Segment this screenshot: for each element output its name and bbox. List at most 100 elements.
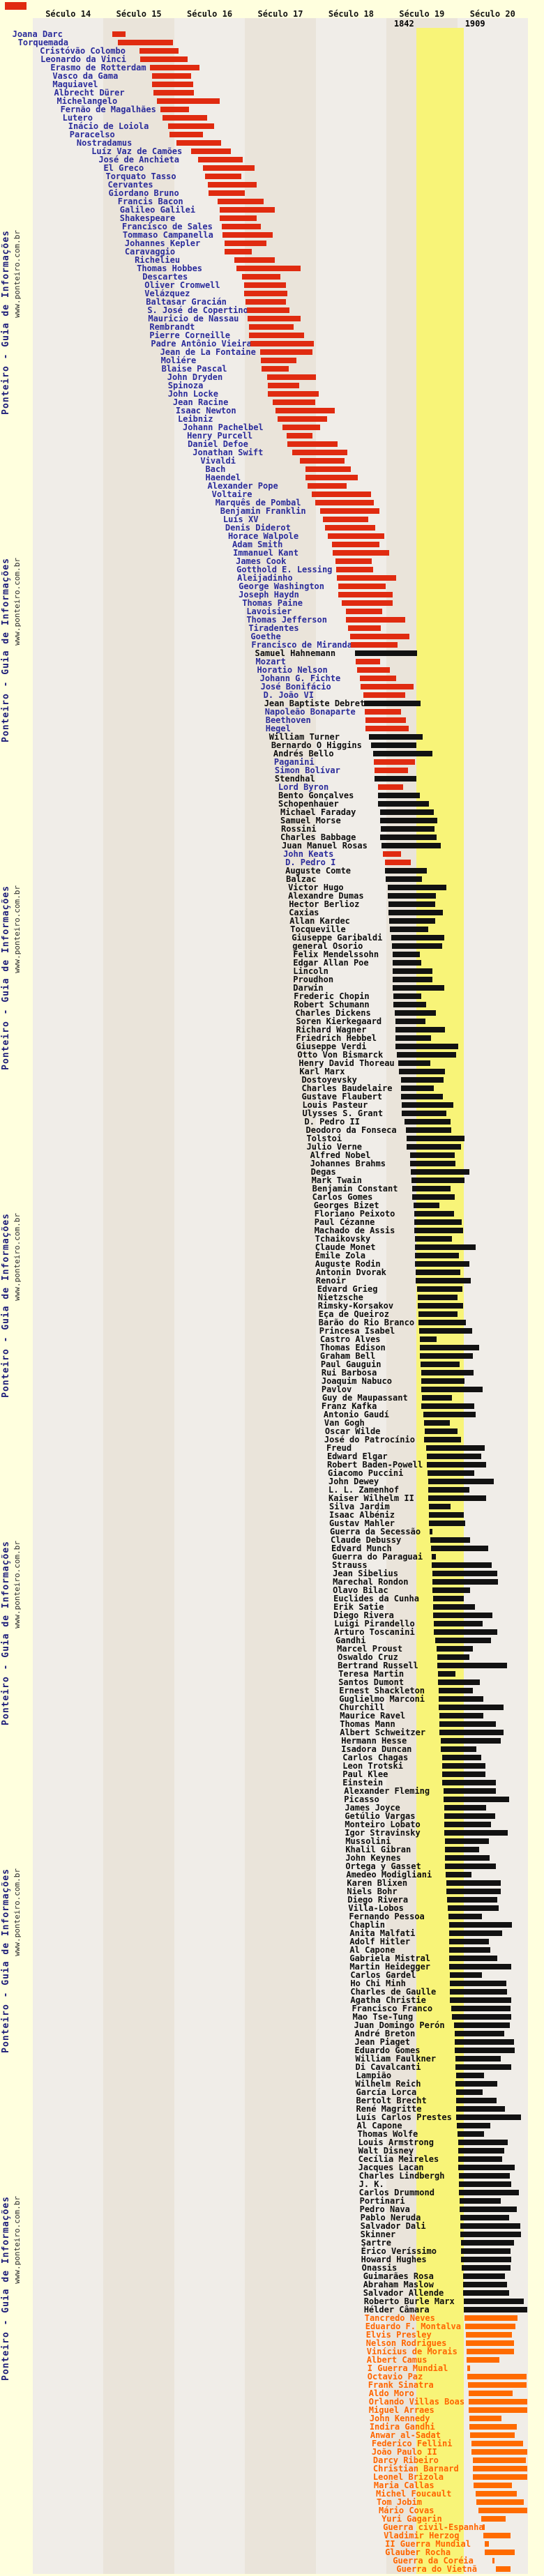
person-label: Chaplin bbox=[349, 1920, 385, 1930]
lifespan-bar bbox=[342, 600, 393, 606]
person-label: Erasmo de Rotterdam bbox=[50, 63, 146, 73]
person-label: Joana Darc bbox=[12, 29, 63, 39]
person-label: Paul Klee bbox=[342, 1769, 388, 1779]
person-label: L. L. Zamenhof bbox=[328, 1485, 400, 1495]
person-label: Benjamin Constant bbox=[312, 1184, 398, 1194]
person-label: Karen Blixen bbox=[347, 1878, 408, 1888]
lifespan-bar bbox=[413, 1203, 440, 1208]
lifespan-bar bbox=[460, 2215, 509, 2220]
lifespan-bar bbox=[460, 2223, 520, 2229]
person-label: Johann Pachelbel bbox=[183, 422, 264, 432]
lifespan-bar bbox=[458, 2190, 519, 2195]
lifespan-bar bbox=[336, 567, 373, 572]
person-label: Dostoyevsky bbox=[301, 1075, 357, 1085]
person-label: Leonel Brizola bbox=[372, 2472, 444, 2482]
lifespan-bar bbox=[423, 1420, 451, 1426]
person-label: Auguste Comte bbox=[285, 866, 352, 876]
lifespan-bar bbox=[355, 659, 381, 664]
lifespan-bar bbox=[244, 291, 288, 296]
lifespan-bar bbox=[219, 207, 275, 213]
person-label: Robert Schumann bbox=[294, 1000, 370, 1009]
lifespan-bar bbox=[399, 1069, 446, 1074]
person-label: Luigi Pirandello bbox=[334, 1619, 415, 1629]
lifespan-bar bbox=[455, 2106, 505, 2112]
lifespan-bar bbox=[242, 274, 280, 280]
person-label: Olavo Bilac bbox=[333, 1585, 388, 1595]
lifespan-bar bbox=[169, 132, 204, 137]
person-label: Nietzsche bbox=[317, 1293, 363, 1302]
person-label: Giacomo Puccini bbox=[327, 1468, 404, 1478]
lifespan-bar bbox=[446, 1889, 501, 1894]
lifespan-bar bbox=[472, 2457, 526, 2463]
century-stripe bbox=[103, 18, 174, 2574]
person-label: Érico Veríssimo bbox=[361, 2246, 437, 2256]
lifespan-bar bbox=[275, 408, 335, 413]
lifespan-bar bbox=[162, 115, 207, 121]
person-label: Carlos Gardel bbox=[350, 1970, 416, 1980]
lifespan-bar bbox=[391, 935, 445, 940]
person-label: Leon Trotski bbox=[342, 1761, 403, 1771]
person-label: Charles Lindbergh bbox=[358, 2171, 445, 2181]
person-label: Paul Cézanne bbox=[314, 1217, 375, 1227]
person-label: Jean Piaget bbox=[354, 2037, 410, 2047]
lifespan-bar bbox=[450, 1981, 506, 1986]
person-label: Igor Stravinsky bbox=[345, 1828, 421, 1838]
lifespan-bar bbox=[434, 1621, 483, 1626]
person-label: Di Cavalcanti bbox=[355, 2062, 421, 2072]
person-label: Luís Carlos Prestes bbox=[356, 2112, 452, 2122]
person-label: Juan Manuel Rosas bbox=[282, 841, 368, 851]
lifespan-bar bbox=[455, 2081, 498, 2087]
highlight-band-1842-1909 bbox=[416, 28, 464, 2574]
person-label: Michael Faraday bbox=[280, 807, 356, 817]
lifespan-bar bbox=[393, 1002, 426, 1007]
lifespan-bar bbox=[428, 1479, 494, 1484]
person-label: Guy de Maupassant bbox=[322, 1393, 408, 1403]
lifespan-bar bbox=[458, 2173, 510, 2179]
lifespan-bar bbox=[415, 1270, 460, 1275]
person-label: Euclides da Cunha bbox=[333, 1594, 419, 1603]
lifespan-bar bbox=[380, 834, 437, 840]
person-label: Orlando Villas Boas bbox=[368, 2397, 465, 2407]
person-label: Floriano Peixoto bbox=[314, 1209, 395, 1219]
person-label: Rui Barbosa bbox=[321, 1368, 377, 1378]
person-label: Victor Hugo bbox=[288, 883, 344, 892]
lifespan-bar bbox=[404, 1119, 451, 1125]
lifespan-bar bbox=[463, 2299, 524, 2304]
person-label: Guimarães Rosa bbox=[363, 2271, 434, 2281]
person-label: Ortega y Gasset bbox=[345, 1861, 421, 1871]
event-bar bbox=[496, 2566, 511, 2572]
lifespan-bar bbox=[472, 2474, 527, 2480]
person-label: Pavlov bbox=[321, 1385, 352, 1394]
lifespan-bar bbox=[418, 1320, 466, 1325]
lifespan-bar bbox=[419, 1336, 437, 1342]
person-label: D. João VI bbox=[263, 690, 314, 700]
person-label: Hegel bbox=[265, 724, 291, 733]
person-label: Eça de Queiroz bbox=[318, 1309, 389, 1319]
lifespan-bar bbox=[272, 399, 315, 405]
event-bar bbox=[432, 1554, 437, 1560]
person-label: general Osorio bbox=[292, 941, 363, 951]
lifespan-bar bbox=[444, 1788, 497, 1794]
lifespan-bar bbox=[442, 1763, 486, 1769]
lifespan-bar bbox=[401, 1085, 435, 1091]
person-label: Rimsky-Korsakov bbox=[317, 1301, 394, 1311]
person-label: Van Gogh bbox=[324, 1418, 365, 1428]
lifespan-bar bbox=[428, 1487, 469, 1493]
person-label: Abraham Maslow bbox=[363, 2280, 434, 2289]
person-label: Galileo Galilei bbox=[119, 205, 196, 215]
lifespan-bar bbox=[368, 734, 423, 740]
lifespan-bar bbox=[469, 2432, 515, 2438]
person-label: Bernardo O Higgins bbox=[271, 740, 362, 750]
person-label: Immanuel Kant bbox=[233, 548, 299, 558]
person-label: Jean Baptiste Debret bbox=[264, 699, 365, 708]
lifespan-bar bbox=[471, 2449, 527, 2455]
lifespan-bar bbox=[319, 508, 379, 514]
person-label: Benjamin Franklin bbox=[220, 506, 306, 516]
lifespan-bar bbox=[458, 2140, 508, 2145]
person-label: Edward Elgar bbox=[326, 1451, 388, 1461]
lifespan-bar bbox=[411, 1194, 455, 1200]
lifespan-bar bbox=[156, 98, 220, 104]
lifespan-bar bbox=[373, 759, 415, 765]
lifespan-bar bbox=[332, 542, 379, 547]
